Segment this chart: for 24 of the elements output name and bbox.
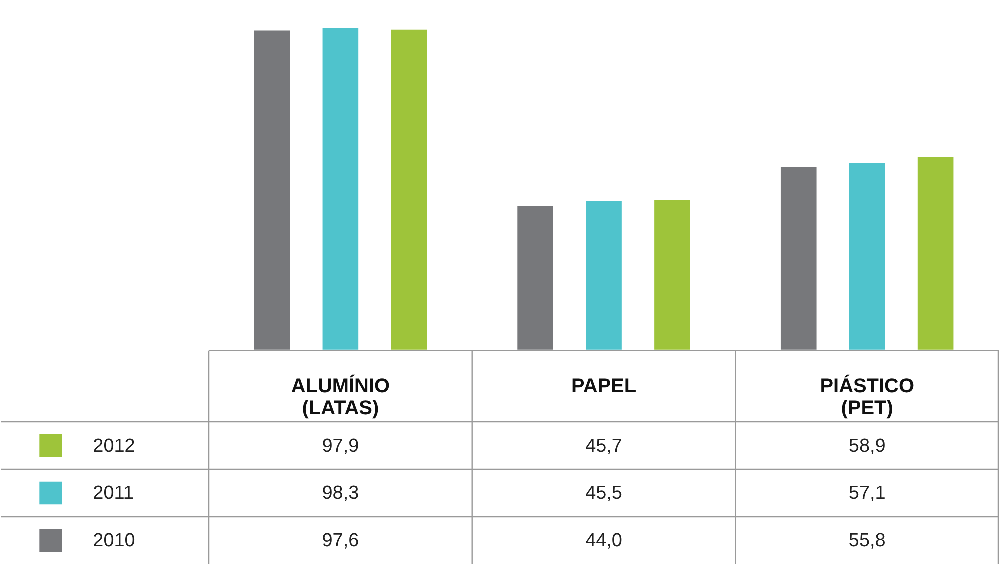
legend-label: 2010 <box>93 530 136 552</box>
data-label: 44,0 <box>586 530 622 552</box>
data-label: 97,9 <box>322 436 360 457</box>
bar <box>254 30 290 350</box>
data-label: 58,9 <box>848 436 886 457</box>
data-label: 98,3 <box>322 483 360 504</box>
bar <box>849 163 886 350</box>
bar <box>322 28 359 350</box>
bar <box>518 206 554 350</box>
bar <box>780 167 817 350</box>
x-tick-label: ALUMÍNIO (LATAS) <box>291 374 390 420</box>
x-tick-label: PAPEL <box>571 375 637 398</box>
data-label: 57,1 <box>848 483 886 504</box>
bar <box>586 201 622 350</box>
bar <box>391 30 428 350</box>
bar <box>654 200 690 350</box>
data-label: 45,7 <box>586 436 622 457</box>
data-label: 97,6 <box>322 530 360 552</box>
data-label: 45,5 <box>586 483 622 504</box>
data-label: 55,8 <box>848 530 886 552</box>
bar <box>918 157 954 350</box>
x-tick-label: PIÁSTICO (PET) <box>820 374 914 420</box>
legend-label: 2011 <box>93 483 134 504</box>
legend-label: 2012 <box>93 436 136 457</box>
